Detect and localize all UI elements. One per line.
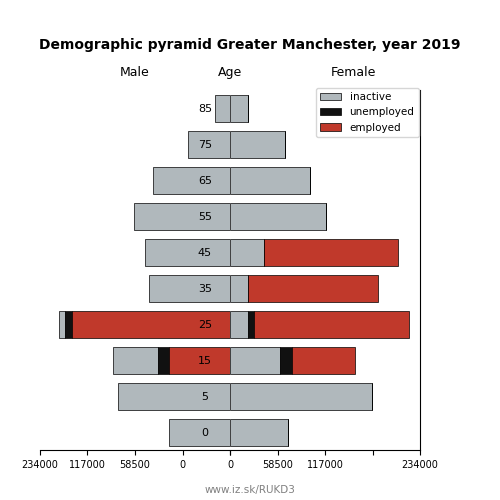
Bar	[144, 238, 230, 266]
Bar	[292, 346, 355, 374]
Bar	[65, 310, 71, 338]
Bar	[134, 202, 230, 230]
Bar	[264, 238, 398, 266]
Bar	[248, 310, 254, 338]
Bar	[230, 130, 285, 158]
Bar	[188, 130, 230, 158]
Bar	[58, 310, 65, 338]
Bar	[248, 274, 378, 301]
Bar	[72, 310, 230, 338]
Bar	[254, 310, 408, 338]
Bar	[158, 346, 169, 374]
Text: Female: Female	[331, 66, 376, 79]
Bar	[113, 346, 158, 374]
Bar	[230, 166, 310, 194]
Bar	[118, 382, 230, 409]
Bar	[149, 274, 230, 301]
Bar	[280, 346, 291, 374]
Bar	[230, 94, 248, 122]
Bar	[153, 166, 230, 194]
Bar	[230, 238, 264, 266]
Bar	[230, 346, 280, 374]
Text: Male: Male	[120, 66, 150, 79]
Bar	[230, 382, 372, 409]
Bar	[230, 202, 326, 230]
Text: www.iz.sk/RUKD3: www.iz.sk/RUKD3	[204, 485, 296, 495]
Bar	[169, 418, 230, 446]
Bar	[230, 310, 248, 338]
Legend: inactive, unemployed, employed: inactive, unemployed, employed	[316, 88, 418, 137]
Bar	[169, 346, 230, 374]
Bar	[216, 94, 230, 122]
Text: Age: Age	[218, 66, 242, 79]
Bar	[230, 274, 248, 301]
Text: Demographic pyramid Greater Manchester, year 2019: Demographic pyramid Greater Manchester, …	[39, 38, 461, 52]
Bar	[230, 418, 288, 446]
